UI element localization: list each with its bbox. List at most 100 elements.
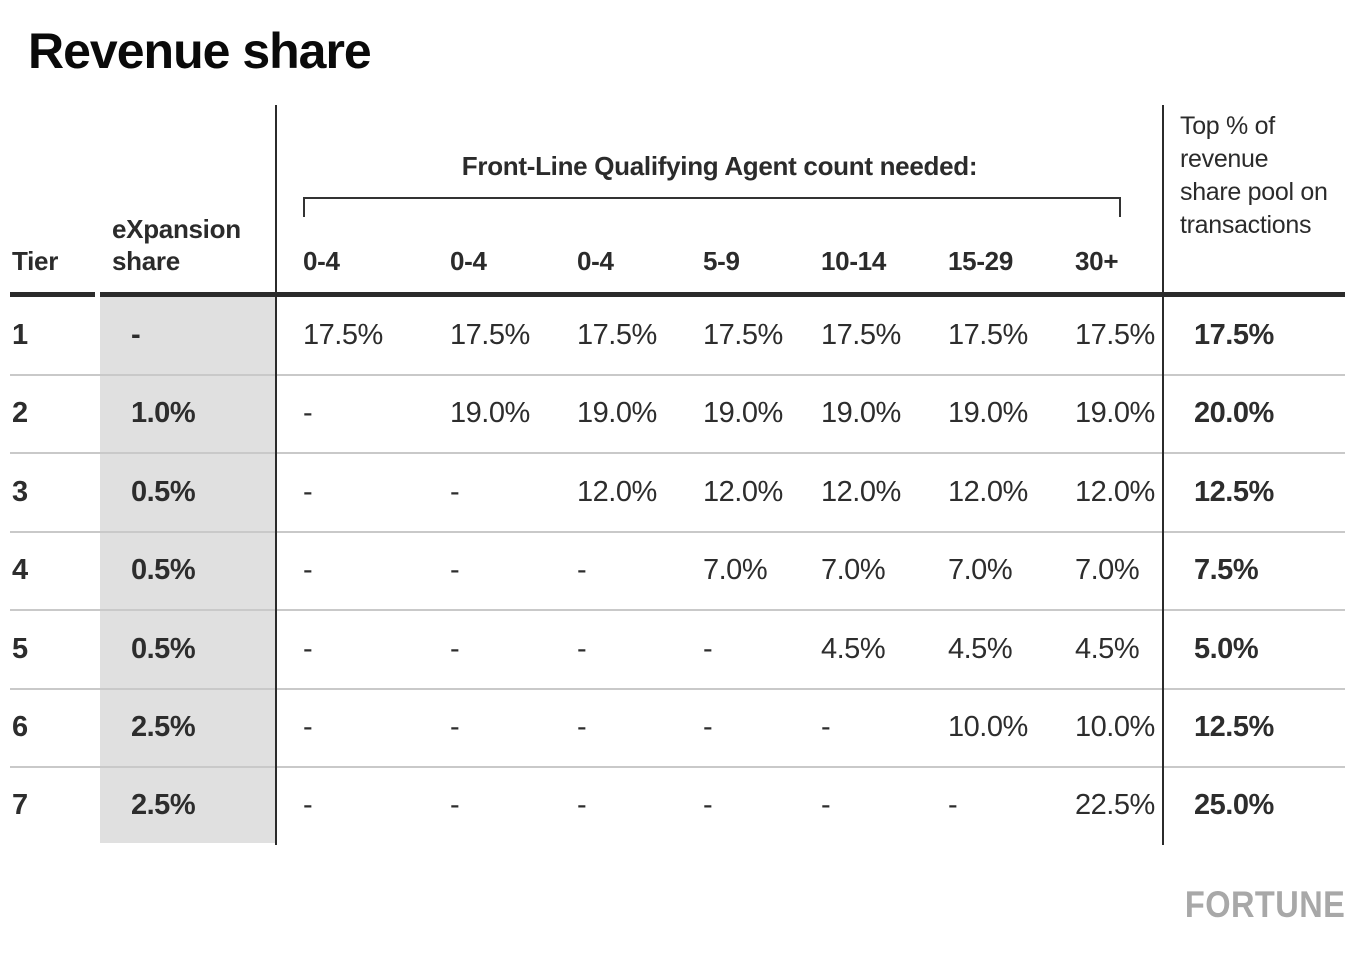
agent-count-cell: - bbox=[703, 711, 713, 744]
agent-count-cell: 17.5% bbox=[948, 318, 1028, 351]
tier-cell: 4 bbox=[12, 554, 28, 587]
tier-cell: 1 bbox=[12, 318, 28, 351]
agent-count-cell: 7.0% bbox=[703, 554, 768, 587]
group-bracket bbox=[303, 197, 1121, 217]
agent-count-cell: 19.0% bbox=[577, 397, 657, 430]
agent-count-column-header: 30+ bbox=[1075, 246, 1119, 276]
expansion-share-cell: 2.5% bbox=[100, 689, 277, 766]
top-share-cell: 25.0% bbox=[1194, 789, 1274, 821]
top-share-column-header-text: Top % of revenue share pool on transacti… bbox=[1180, 112, 1328, 239]
table-row: 1 - 17.5% 17.5% 17.5% 17.5% 17.5% 17.5% … bbox=[10, 297, 1345, 376]
agent-count-cell: - bbox=[450, 554, 460, 587]
agent-count-cell: 19.0% bbox=[1075, 397, 1155, 430]
agent-count-cell: - bbox=[577, 789, 587, 821]
agent-count-cell: - bbox=[303, 397, 313, 430]
agent-count-cell: 12.0% bbox=[821, 475, 901, 508]
agent-count-cell: 10.0% bbox=[948, 711, 1028, 744]
agent-count-cell: - bbox=[948, 789, 958, 821]
agent-count-cell: 10.0% bbox=[1075, 711, 1155, 744]
agent-count-cell: 17.5% bbox=[1075, 318, 1155, 351]
top-share-cell: 7.5% bbox=[1194, 554, 1259, 587]
agent-count-cell: - bbox=[703, 789, 713, 821]
agent-count-cell: 12.0% bbox=[577, 475, 657, 508]
column-divider-right bbox=[1162, 105, 1164, 845]
top-share-cell: 20.0% bbox=[1194, 397, 1274, 430]
table-header: Front-Line Qualifying Agent count needed… bbox=[10, 105, 1345, 292]
agent-count-column-header: 0-4 bbox=[577, 246, 614, 276]
expansion-share-cell: 0.5% bbox=[100, 611, 277, 688]
agent-count-cell: - bbox=[821, 789, 831, 821]
agent-count-cell: 4.5% bbox=[1075, 632, 1140, 665]
table-row: 7 2.5% - - - - - - 22.5% 25.0% bbox=[10, 768, 1345, 843]
tier-cell: 7 bbox=[12, 789, 28, 821]
agent-count-column-header: 0-4 bbox=[450, 246, 487, 276]
header-rule-tier-segment bbox=[10, 292, 95, 297]
expansion-share-cell: 0.5% bbox=[100, 532, 277, 609]
agent-count-cell: - bbox=[577, 554, 587, 587]
agent-count-column-header: 15-29 bbox=[948, 246, 1013, 276]
agent-count-cell: - bbox=[450, 632, 460, 665]
column-divider-left bbox=[275, 105, 277, 845]
agent-count-cell: 19.0% bbox=[703, 397, 783, 430]
top-share-cell: 12.5% bbox=[1194, 711, 1274, 744]
table-row: 5 0.5% - - - - 4.5% 4.5% 4.5% 5.0% bbox=[10, 611, 1345, 690]
chart-title: Revenue share bbox=[28, 23, 372, 79]
agent-count-cell: 17.5% bbox=[821, 318, 901, 351]
tier-column-header: Tier bbox=[12, 246, 59, 276]
agent-count-cell: - bbox=[303, 632, 313, 665]
agent-count-cell: - bbox=[450, 789, 460, 821]
agent-count-cell: 17.5% bbox=[303, 318, 383, 351]
agent-count-column-header: 5-9 bbox=[703, 246, 740, 276]
agent-count-cell: 12.0% bbox=[1075, 475, 1155, 508]
agent-count-cell: 22.5% bbox=[1075, 789, 1155, 821]
agent-count-cell: - bbox=[703, 632, 713, 665]
table-row: 4 0.5% - - - 7.0% 7.0% 7.0% 7.0% 7.5% bbox=[10, 532, 1345, 611]
agent-count-group-label: Front-Line Qualifying Agent count needed… bbox=[461, 151, 978, 181]
expansion-share-cell: 0.5% bbox=[100, 454, 277, 531]
agent-count-cell: - bbox=[577, 711, 587, 744]
expansion-share-cell: 1.0% bbox=[100, 375, 277, 452]
agent-count-cell: 17.5% bbox=[703, 318, 783, 351]
agent-count-cell: - bbox=[303, 554, 313, 587]
agent-count-cell: 7.0% bbox=[1075, 554, 1140, 587]
top-share-cell: 12.5% bbox=[1194, 475, 1274, 508]
header-rule-main-segment bbox=[100, 292, 1345, 297]
table-body: 1 - 17.5% 17.5% 17.5% 17.5% 17.5% 17.5% … bbox=[10, 297, 1345, 843]
top-share-cell: 5.0% bbox=[1194, 632, 1259, 665]
agent-count-cell: 7.0% bbox=[948, 554, 1013, 587]
agent-count-cell: - bbox=[450, 711, 460, 744]
tier-cell: 6 bbox=[12, 711, 28, 744]
expansion-share-column-header: eXpansion share bbox=[112, 214, 241, 276]
agent-count-cell: 4.5% bbox=[821, 632, 886, 665]
agent-count-cell: 19.0% bbox=[821, 397, 901, 430]
agent-count-cell: - bbox=[821, 711, 831, 744]
table-row: 2 1.0% - 19.0% 19.0% 19.0% 19.0% 19.0% 1… bbox=[10, 375, 1345, 454]
agent-count-cell: 17.5% bbox=[577, 318, 657, 351]
revenue-share-table: Front-Line Qualifying Agent count needed… bbox=[10, 105, 1345, 845]
agent-count-cell: 19.0% bbox=[450, 397, 530, 430]
agent-count-cell: - bbox=[303, 789, 313, 821]
agent-count-cell: 12.0% bbox=[948, 475, 1028, 508]
tier-cell: 2 bbox=[12, 397, 28, 430]
agent-count-cell: 19.0% bbox=[948, 397, 1028, 430]
agent-count-cell: - bbox=[303, 711, 313, 744]
agent-count-cell: - bbox=[303, 475, 313, 508]
agent-count-column-header: 10-14 bbox=[821, 246, 886, 276]
agent-count-cell: 17.5% bbox=[450, 318, 530, 351]
table-row: 6 2.5% - - - - - 10.0% 10.0% 12.5% bbox=[10, 689, 1345, 768]
expansion-share-cell: 2.5% bbox=[100, 768, 277, 843]
top-share-column-header: Top % of revenue share pool on transacti… bbox=[1162, 105, 1345, 242]
agent-count-column-header: 0-4 bbox=[303, 246, 340, 276]
tier-cell: 5 bbox=[12, 632, 28, 665]
agent-count-cell: 12.0% bbox=[703, 475, 783, 508]
agent-count-cell: - bbox=[450, 475, 460, 508]
header-rule bbox=[10, 292, 1345, 297]
top-share-cell: 17.5% bbox=[1194, 318, 1274, 351]
table-row: 3 0.5% - - 12.0% 12.0% 12.0% 12.0% 12.0%… bbox=[10, 454, 1345, 533]
expansion-share-cell: - bbox=[100, 297, 277, 374]
agent-count-cell: 7.0% bbox=[821, 554, 886, 587]
tier-cell: 3 bbox=[12, 475, 28, 508]
agent-count-cell: - bbox=[577, 632, 587, 665]
fortune-logo: FORTUNE bbox=[1184, 884, 1345, 925]
